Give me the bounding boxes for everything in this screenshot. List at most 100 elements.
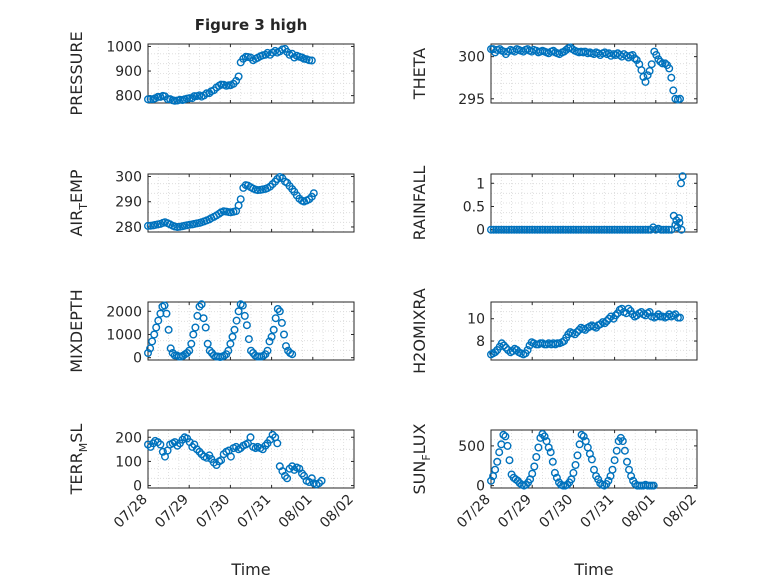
data-point bbox=[523, 225, 532, 234]
data-point bbox=[600, 319, 609, 328]
data-point bbox=[163, 95, 172, 104]
data-point bbox=[493, 457, 502, 466]
y-tick-label: 200 bbox=[115, 430, 142, 446]
data-point bbox=[146, 344, 155, 353]
data-point bbox=[579, 225, 588, 234]
data-point bbox=[190, 92, 199, 101]
series-sun_flux bbox=[487, 430, 658, 490]
y-tick-label: 0 bbox=[133, 479, 142, 495]
data-point bbox=[280, 330, 289, 339]
data-point bbox=[637, 66, 646, 75]
data-point bbox=[309, 189, 318, 198]
data-point bbox=[595, 225, 604, 234]
data-point bbox=[613, 225, 622, 234]
data-point bbox=[517, 225, 526, 234]
data-point bbox=[618, 437, 627, 446]
data-point bbox=[492, 225, 501, 234]
data-point bbox=[543, 225, 552, 234]
data-point bbox=[604, 476, 613, 485]
data-point bbox=[220, 351, 229, 360]
y-tick-label: 500 bbox=[458, 439, 485, 455]
subplot-h2omixra: 8 10 H2OMIXRA bbox=[410, 288, 698, 374]
data-point bbox=[661, 59, 670, 68]
data-point bbox=[197, 450, 206, 459]
data-point bbox=[676, 313, 685, 322]
data-point bbox=[499, 225, 508, 234]
data-point bbox=[160, 301, 169, 310]
data-point bbox=[183, 349, 192, 358]
series-pressure bbox=[143, 44, 316, 105]
data-point bbox=[584, 225, 593, 234]
axes-frame bbox=[147, 173, 355, 233]
data-point bbox=[512, 225, 521, 234]
data-point bbox=[534, 443, 543, 452]
data-point bbox=[636, 225, 645, 234]
data-point bbox=[638, 225, 647, 234]
data-point bbox=[552, 473, 561, 482]
data-point bbox=[533, 225, 542, 234]
y-axis-label-terr_msl: TERRMSL bbox=[67, 424, 90, 496]
data-point bbox=[158, 447, 167, 456]
data-point bbox=[259, 351, 268, 360]
data-point bbox=[554, 225, 563, 234]
data-point bbox=[515, 225, 524, 234]
data-point bbox=[645, 66, 654, 75]
data-point bbox=[630, 54, 639, 63]
data-point bbox=[561, 225, 570, 234]
data-point bbox=[631, 225, 640, 234]
data-point bbox=[574, 225, 583, 234]
data-point bbox=[150, 330, 159, 339]
data-point bbox=[540, 432, 549, 441]
data-point bbox=[499, 341, 508, 350]
data-point bbox=[188, 94, 197, 103]
series-h2omixra bbox=[487, 304, 685, 359]
y-tick-label: 800 bbox=[115, 89, 142, 105]
data-point bbox=[544, 443, 553, 452]
y-tick-label: 100 bbox=[115, 454, 142, 470]
data-point bbox=[600, 48, 609, 57]
data-point bbox=[230, 325, 239, 334]
data-point bbox=[317, 476, 326, 485]
data-point bbox=[590, 225, 599, 234]
data-point bbox=[269, 325, 278, 334]
subplot-rainfall: 0 0.5 1 RAINFALL bbox=[410, 166, 698, 240]
data-point bbox=[487, 225, 496, 234]
y-axis-label-theta: THETA bbox=[410, 48, 429, 100]
data-point bbox=[662, 225, 671, 234]
data-point bbox=[199, 314, 208, 323]
data-point bbox=[195, 447, 204, 456]
data-point bbox=[273, 439, 282, 448]
data-point bbox=[667, 73, 676, 82]
y-tick-label: 8 bbox=[476, 334, 485, 350]
data-point bbox=[520, 225, 529, 234]
data-point bbox=[507, 225, 516, 234]
data-point bbox=[505, 225, 514, 234]
data-point bbox=[600, 481, 609, 490]
data-point bbox=[665, 64, 674, 73]
data-point bbox=[522, 480, 531, 489]
data-point bbox=[244, 335, 253, 344]
data-point bbox=[281, 471, 290, 480]
data-point bbox=[566, 225, 575, 234]
y-axis-label-pressure: PRESSURE bbox=[67, 31, 86, 115]
data-point bbox=[307, 56, 316, 65]
data-point bbox=[577, 430, 586, 439]
data-point bbox=[678, 172, 687, 181]
data-point bbox=[548, 225, 557, 234]
series-air_temp bbox=[143, 172, 318, 231]
data-point bbox=[191, 323, 200, 332]
data-point bbox=[489, 225, 498, 234]
data-point bbox=[546, 225, 555, 234]
data-point bbox=[573, 451, 582, 460]
data-point bbox=[649, 481, 658, 490]
data-point bbox=[228, 332, 237, 341]
y-tick-label: 0.5 bbox=[463, 199, 485, 215]
data-point bbox=[577, 225, 586, 234]
data-point bbox=[156, 440, 165, 449]
data-point bbox=[143, 221, 152, 230]
data-point bbox=[487, 476, 496, 485]
data-point bbox=[633, 225, 642, 234]
data-point bbox=[645, 308, 654, 317]
axes-frame bbox=[147, 301, 355, 361]
